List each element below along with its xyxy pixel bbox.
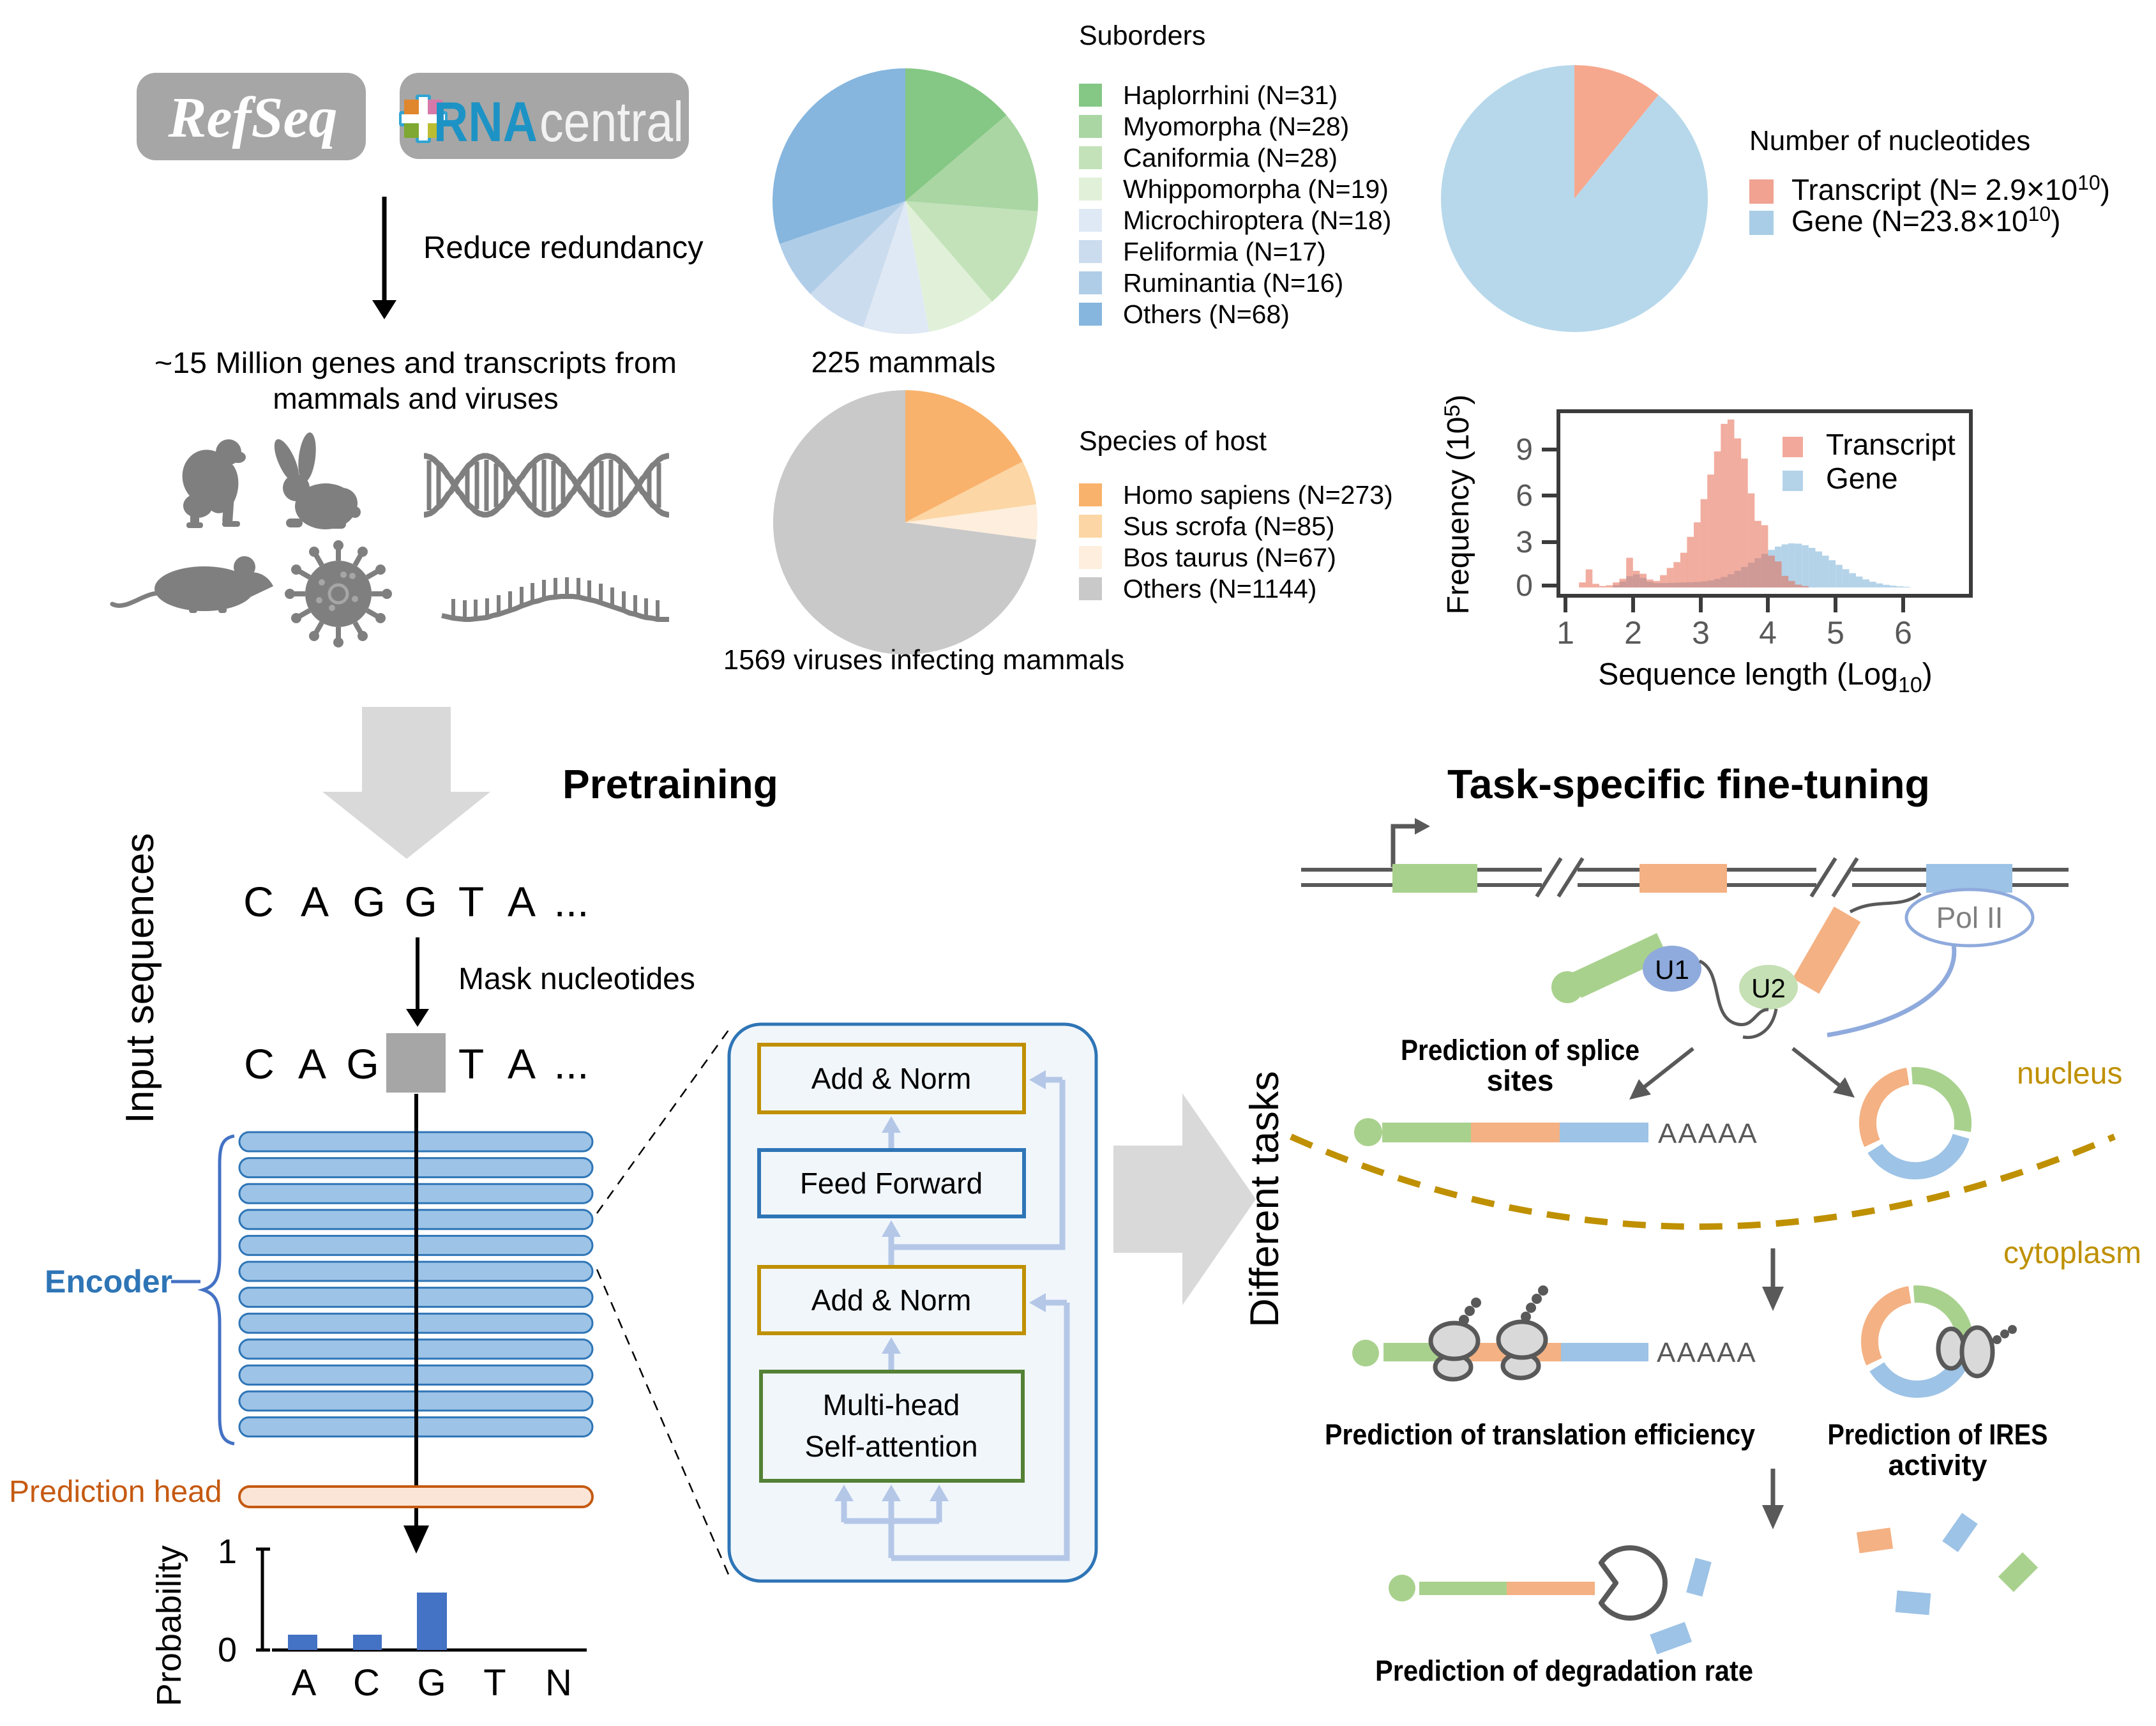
svg-text:0: 0 xyxy=(218,1631,237,1669)
svg-text:cytoplasm: cytoplasm xyxy=(2003,1236,2141,1270)
svg-text:Feed Forward: Feed Forward xyxy=(800,1167,983,1200)
svg-text:G: G xyxy=(417,1662,446,1704)
svg-text:Homo sapiens (N=273): Homo sapiens (N=273) xyxy=(1123,480,1393,510)
svg-text:Input sequences: Input sequences xyxy=(118,833,162,1123)
svg-text:0: 0 xyxy=(1516,569,1533,603)
svg-text:...: ... xyxy=(554,878,589,925)
svg-text:Prediction of degradation rate: Prediction of degradation rate xyxy=(1375,1654,1753,1687)
svg-text:U2: U2 xyxy=(1751,973,1786,1003)
svg-text:N: N xyxy=(545,1662,572,1704)
svg-text:Encoder: Encoder xyxy=(45,1264,172,1299)
svg-text:Caniformia (N=28): Caniformia (N=28) xyxy=(1123,143,1338,172)
svg-text:Prediction head: Prediction head xyxy=(9,1475,222,1509)
svg-text:Sus scrofa (N=85): Sus scrofa (N=85) xyxy=(1123,511,1335,541)
svg-text:central: central xyxy=(539,90,684,153)
svg-text:2: 2 xyxy=(1624,615,1642,651)
svg-text:Add & Norm: Add & Norm xyxy=(811,1062,972,1095)
svg-text:Mask nucleotides: Mask nucleotides xyxy=(458,962,695,996)
svg-text:Transcript (N= 2.9×1010): Transcript (N= 2.9×1010) xyxy=(1791,171,2110,207)
svg-text:Others (N=1144): Others (N=1144) xyxy=(1123,574,1316,603)
svg-text:C: C xyxy=(244,1040,275,1087)
svg-text:Bos taurus (N=67): Bos taurus (N=67) xyxy=(1123,543,1336,572)
svg-text:RNA: RNA xyxy=(433,90,538,153)
svg-text:Suborders: Suborders xyxy=(1079,20,1205,51)
svg-text:Species of host: Species of host xyxy=(1079,426,1267,457)
svg-text:1: 1 xyxy=(1557,615,1574,651)
svg-text:Whippomorpha (N=19): Whippomorpha (N=19) xyxy=(1123,174,1389,204)
svg-text:C: C xyxy=(243,878,274,925)
svg-text:Pol II: Pol II xyxy=(1936,901,2003,934)
svg-text:sites: sites xyxy=(1487,1064,1554,1097)
svg-text:A: A xyxy=(298,1040,326,1087)
svg-text:...: ... xyxy=(554,1040,589,1087)
svg-text:Gene: Gene xyxy=(1826,462,1898,495)
svg-text:Prediction of splice: Prediction of splice xyxy=(1401,1034,1640,1066)
svg-text:RefSeq: RefSeq xyxy=(168,86,338,149)
svg-text:G: G xyxy=(346,1040,379,1087)
svg-text:T: T xyxy=(483,1662,506,1704)
svg-text:Self-attention: Self-attention xyxy=(804,1430,977,1463)
svg-text:1569 viruses infecting mammals: 1569 viruses infecting mammals xyxy=(723,644,1124,676)
svg-text:Probability: Probability xyxy=(150,1545,188,1706)
svg-text:Number of nucleotides: Number of nucleotides xyxy=(1749,125,2030,156)
svg-text:Others (N=68): Others (N=68) xyxy=(1123,299,1290,329)
svg-text:G: G xyxy=(352,878,385,925)
svg-text:Add & Norm: Add & Norm xyxy=(811,1283,972,1317)
svg-text:Transcript: Transcript xyxy=(1826,428,1956,461)
svg-text:Task-specific fine-tuning: Task-specific fine-tuning xyxy=(1447,761,1930,807)
svg-text:activity: activity xyxy=(1888,1449,1987,1481)
svg-text:A: A xyxy=(508,1040,536,1087)
svg-text:AAAAA: AAAAA xyxy=(1657,1337,1757,1368)
svg-text:AAAAA: AAAAA xyxy=(1658,1118,1758,1149)
svg-text:Prediction of translation effi: Prediction of translation efficiency xyxy=(1325,1418,1755,1451)
svg-text:~15 Million genes and transcri: ~15 Million genes and transcripts from xyxy=(155,346,677,379)
svg-text:1: 1 xyxy=(218,1533,237,1571)
svg-text:6: 6 xyxy=(1516,479,1533,513)
svg-text:nucleus: nucleus xyxy=(2017,1057,2122,1091)
svg-text:225 mammals: 225 mammals xyxy=(811,345,996,379)
svg-text:3: 3 xyxy=(1516,526,1533,559)
svg-text:Gene (N=23.8×1010): Gene (N=23.8×1010) xyxy=(1791,202,2061,238)
svg-text:Multi-head: Multi-head xyxy=(823,1388,960,1421)
svg-text:mammals and viruses: mammals and viruses xyxy=(273,382,558,415)
svg-text:5: 5 xyxy=(1827,615,1844,651)
svg-text:Ruminantia (N=16): Ruminantia (N=16) xyxy=(1123,268,1343,298)
svg-text:Reduce redundancy: Reduce redundancy xyxy=(423,231,704,265)
svg-text:Feliformia (N=17): Feliformia (N=17) xyxy=(1123,237,1326,266)
svg-text:4: 4 xyxy=(1759,615,1777,651)
svg-text:Prediction of IRES: Prediction of IRES xyxy=(1828,1418,2048,1451)
svg-text:U1: U1 xyxy=(1655,955,1689,985)
svg-text:6: 6 xyxy=(1894,615,1912,651)
svg-text:A: A xyxy=(292,1662,317,1704)
svg-text:A: A xyxy=(301,878,329,925)
svg-text:Microchiroptera (N=18): Microchiroptera (N=18) xyxy=(1123,206,1391,235)
svg-text:3: 3 xyxy=(1692,615,1710,651)
svg-text:C: C xyxy=(353,1662,380,1704)
svg-text:Sequence length (Log10): Sequence length (Log10) xyxy=(1598,658,1933,697)
svg-text:9: 9 xyxy=(1516,433,1533,467)
svg-text:Pretraining: Pretraining xyxy=(562,761,778,807)
svg-text:Myomorpha (N=28): Myomorpha (N=28) xyxy=(1123,112,1349,141)
svg-text:A: A xyxy=(508,878,536,925)
svg-text:Frequency (105): Frequency (105) xyxy=(1440,395,1475,614)
svg-text:G: G xyxy=(404,878,437,925)
svg-text:T: T xyxy=(458,878,484,925)
svg-text:Different tasks: Different tasks xyxy=(1242,1071,1287,1328)
svg-text:Haplorrhini (N=31): Haplorrhini (N=31) xyxy=(1123,80,1338,110)
svg-text:T: T xyxy=(458,1040,484,1087)
